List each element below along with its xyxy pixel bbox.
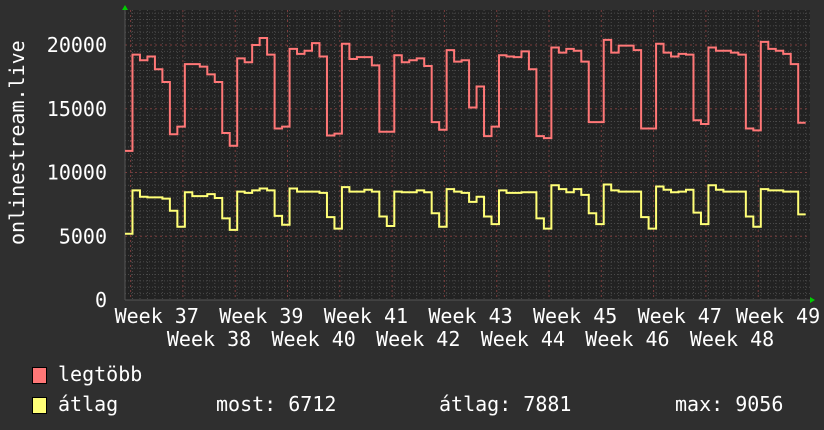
- x-tick-label: Week 40: [272, 327, 356, 351]
- x-tick-label: Week 48: [690, 327, 774, 351]
- legend-swatch-atlag: [32, 397, 47, 414]
- legend-label-atlag: átlag: [58, 392, 119, 416]
- y-tick-label: 15000: [47, 97, 107, 121]
- y-tick-label: 5000: [59, 224, 107, 248]
- legend-swatch-legtobb: [32, 367, 47, 384]
- stat-max: max: 9056: [675, 392, 784, 416]
- y-tick-label: 0: [95, 288, 107, 312]
- x-tick-label: Week 46: [585, 327, 669, 351]
- x-tick-label: Week 45: [533, 304, 617, 328]
- series-line-legtobb: [125, 36, 806, 152]
- legend-label-legtobb: legtöbb: [58, 362, 143, 386]
- y-axis-arrow: [122, 5, 128, 10]
- stat-atlag: átlag: 7881: [439, 392, 572, 416]
- x-tick-label: Week 42: [376, 327, 460, 351]
- x-tick-label: Week 38: [167, 327, 251, 351]
- x-tick-label: Week 39: [219, 304, 303, 328]
- stat-most: most: 6712: [216, 392, 337, 416]
- x-tick-label: Week 41: [324, 304, 408, 328]
- x-tick-label: Week 47: [638, 304, 722, 328]
- x-tick-label: Week 37: [115, 304, 199, 328]
- y-tick-label: 20000: [47, 33, 107, 57]
- series-line-atlag: [125, 183, 806, 235]
- y-tick-label: 10000: [47, 161, 107, 185]
- plot-area: [125, 10, 810, 300]
- x-tick-label: Week 44: [481, 327, 565, 351]
- x-tick-label: Week 49: [736, 304, 820, 328]
- x-tick-label: Week 43: [428, 304, 512, 328]
- x-axis-arrow: [810, 297, 815, 303]
- y-axis-title: onlinestream.live: [5, 40, 29, 245]
